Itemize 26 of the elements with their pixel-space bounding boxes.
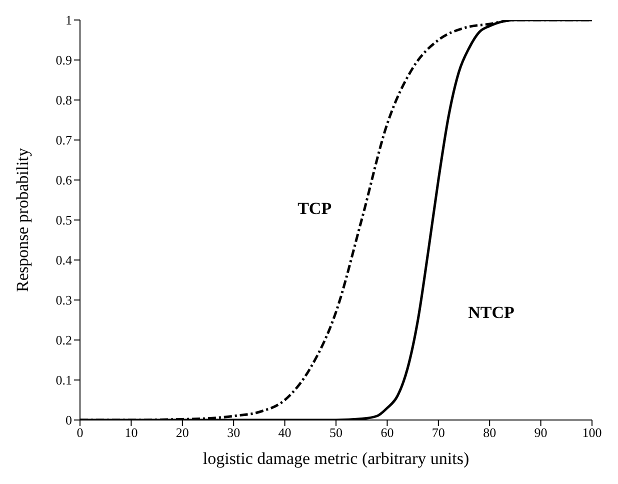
x-tick-label: 0 (76, 425, 84, 440)
x-tick-label: 40 (278, 425, 292, 440)
y-tick-label: 0.9 (56, 52, 72, 68)
x-tick-label: 50 (330, 425, 342, 440)
y-tick-label: 0.8 (56, 92, 72, 108)
x-tick-label: 100 (582, 425, 602, 440)
text: NTCP (468, 303, 514, 322)
x-tick-label: 10 (124, 425, 138, 440)
x-tick-label: 90 (534, 425, 548, 440)
x-tick-label: 80 (483, 425, 496, 440)
y-tick-label: 0.6 (56, 172, 72, 188)
y-tick-label: 0.5 (56, 212, 72, 228)
y-axis-title: Response probability (13, 148, 32, 292)
y-tick-label: 0.1 (56, 372, 72, 388)
x-tick-label: 30 (227, 425, 240, 440)
x-tick-label: 20 (176, 425, 189, 440)
series-label: TCP (298, 199, 332, 218)
y-tick-label: 0.4 (56, 252, 72, 268)
x-tick-label: 60 (380, 425, 394, 440)
x-tick-label: 70 (432, 425, 445, 440)
y-tick-label: 1 (66, 12, 72, 28)
x-axis-title: logistic damage metric (arbitrary units) (202, 449, 470, 468)
y-tick-label: 0 (66, 412, 72, 428)
y-tick-label: 0.7 (56, 132, 72, 148)
y-tick-label: 0.3 (56, 292, 72, 308)
y-tick-label: 0.2 (56, 332, 72, 348)
